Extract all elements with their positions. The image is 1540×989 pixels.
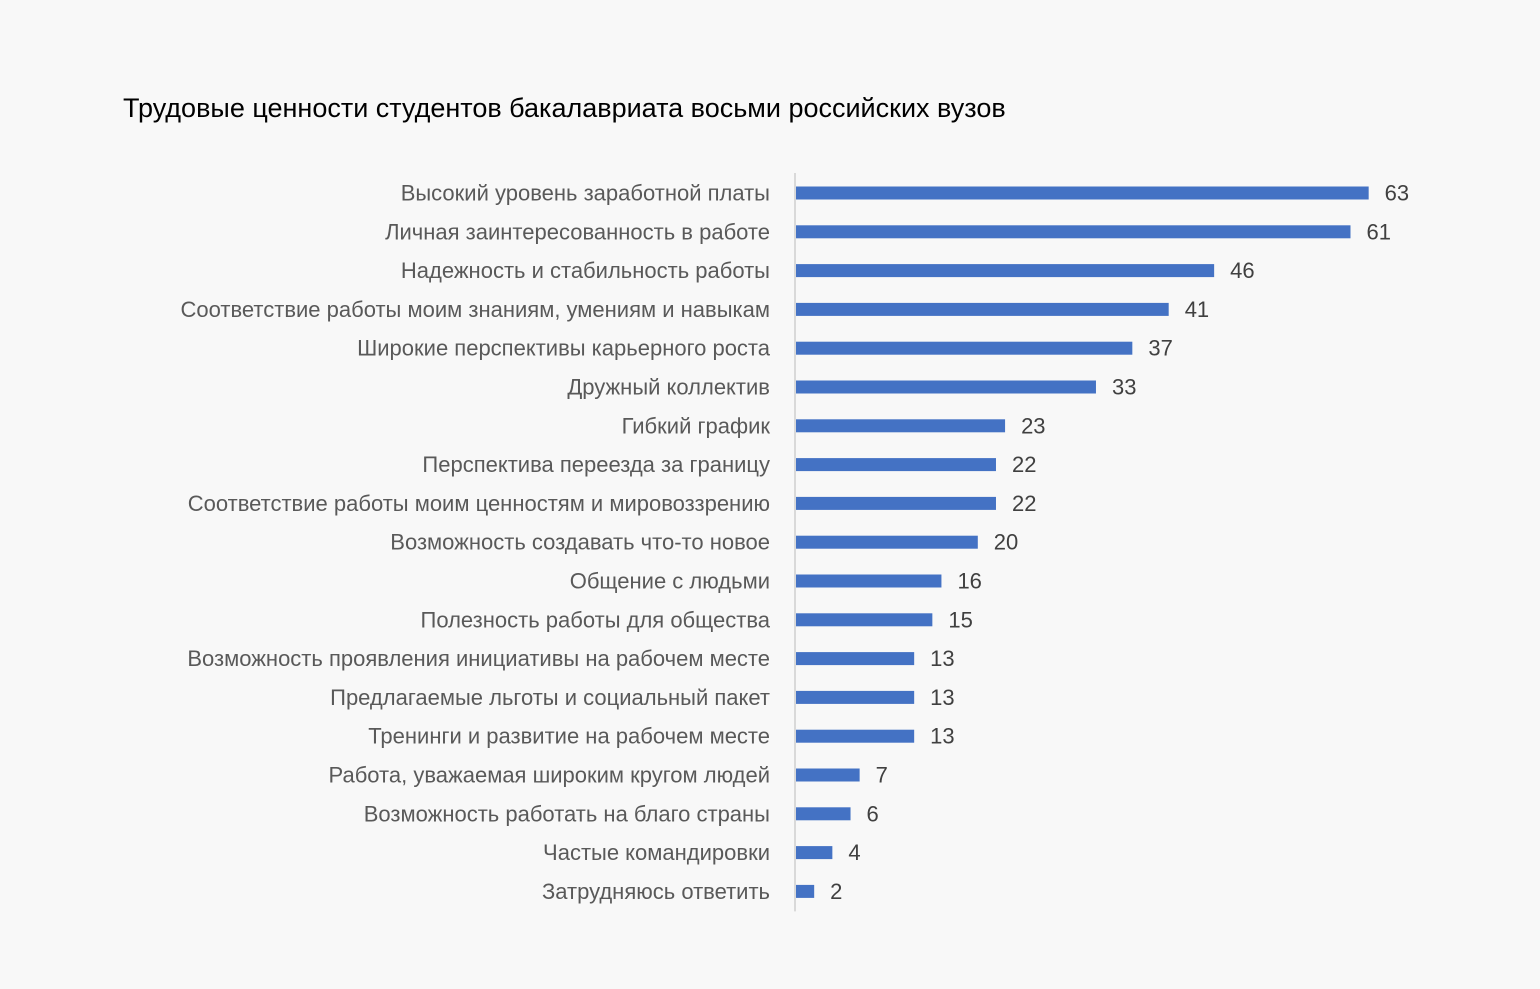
bar bbox=[796, 535, 978, 549]
bar bbox=[796, 458, 996, 472]
category-label: Возможность создавать что-то новое bbox=[390, 530, 770, 555]
data-label: 4 bbox=[848, 840, 860, 865]
category-label: Высокий уровень заработной платы bbox=[401, 181, 770, 206]
bar bbox=[796, 613, 933, 627]
category-label: Перспектива переезда за границу bbox=[422, 452, 770, 477]
value-labels-group: 63 61 46 41 37 33 23 22 22 20 16 15 13 13 13 7 642 bbox=[830, 181, 1409, 904]
data-label: 13 bbox=[930, 724, 954, 749]
data-label: 22 bbox=[1012, 452, 1036, 477]
bar bbox=[796, 302, 1169, 316]
bar bbox=[796, 729, 915, 743]
bar bbox=[796, 690, 915, 704]
data-label: 41 bbox=[1185, 297, 1209, 322]
bar bbox=[796, 807, 851, 821]
bar bbox=[796, 496, 996, 510]
category-label: Возможность работать на благо страны bbox=[364, 801, 770, 826]
category-label: Личная заинтересованность в работе bbox=[385, 219, 770, 244]
bar bbox=[796, 846, 833, 860]
data-label: 20 bbox=[994, 530, 1018, 555]
bar bbox=[796, 380, 1096, 394]
data-label: 6 bbox=[867, 801, 879, 826]
data-label: 46 bbox=[1230, 258, 1254, 283]
bar bbox=[796, 884, 815, 898]
data-label: 22 bbox=[1012, 491, 1036, 516]
category-label: Надежность и стабильность работы bbox=[401, 258, 770, 283]
category-label: Частые командировки bbox=[543, 840, 770, 865]
category-label: Соответствие работы моим ценностям и мир… bbox=[188, 491, 770, 516]
category-label: Соответствие работы моим знаниям, умения… bbox=[181, 297, 770, 322]
data-label: 37 bbox=[1148, 336, 1172, 361]
bar bbox=[796, 419, 1006, 433]
data-label: 7 bbox=[876, 763, 888, 788]
category-label: Гибкий график bbox=[622, 413, 771, 438]
chart-title: Трудовые ценности студентов бакалавриата… bbox=[123, 93, 1006, 123]
category-label: Предлагаемые льготы и социальный пакет bbox=[330, 685, 770, 710]
data-label: 15 bbox=[948, 607, 972, 632]
bar bbox=[796, 186, 1369, 200]
category-label: Дружный коллектив bbox=[567, 375, 770, 400]
bar bbox=[796, 264, 1215, 278]
data-label: 2 bbox=[830, 879, 842, 904]
bar bbox=[796, 225, 1351, 239]
category-label: Тренинги и развитие на рабочем месте bbox=[368, 724, 770, 749]
data-label: 23 bbox=[1021, 413, 1045, 438]
category-label: Широкие перспективы карьерного роста bbox=[357, 336, 771, 361]
category-label: Полезность работы для общества bbox=[421, 607, 771, 632]
bar bbox=[796, 768, 860, 782]
category-labels-group: Высокий уровень заработной платы Личная з… bbox=[181, 181, 771, 904]
category-label: Работа, уважаемая широким кругом людей bbox=[329, 763, 770, 788]
category-label: Общение с людьми bbox=[570, 569, 770, 594]
category-label: Затрудняюсь ответить bbox=[542, 879, 770, 904]
data-label: 63 bbox=[1385, 181, 1409, 206]
bar bbox=[796, 652, 915, 666]
bar bbox=[796, 574, 942, 588]
data-label: 33 bbox=[1112, 375, 1136, 400]
data-label: 61 bbox=[1366, 219, 1390, 244]
data-label: 13 bbox=[930, 685, 954, 710]
data-label: 13 bbox=[930, 646, 954, 671]
bars-group bbox=[796, 186, 1369, 898]
data-label: 16 bbox=[957, 569, 981, 594]
category-label: Возможность проявления инициативы на раб… bbox=[187, 646, 770, 671]
bar bbox=[796, 341, 1133, 355]
